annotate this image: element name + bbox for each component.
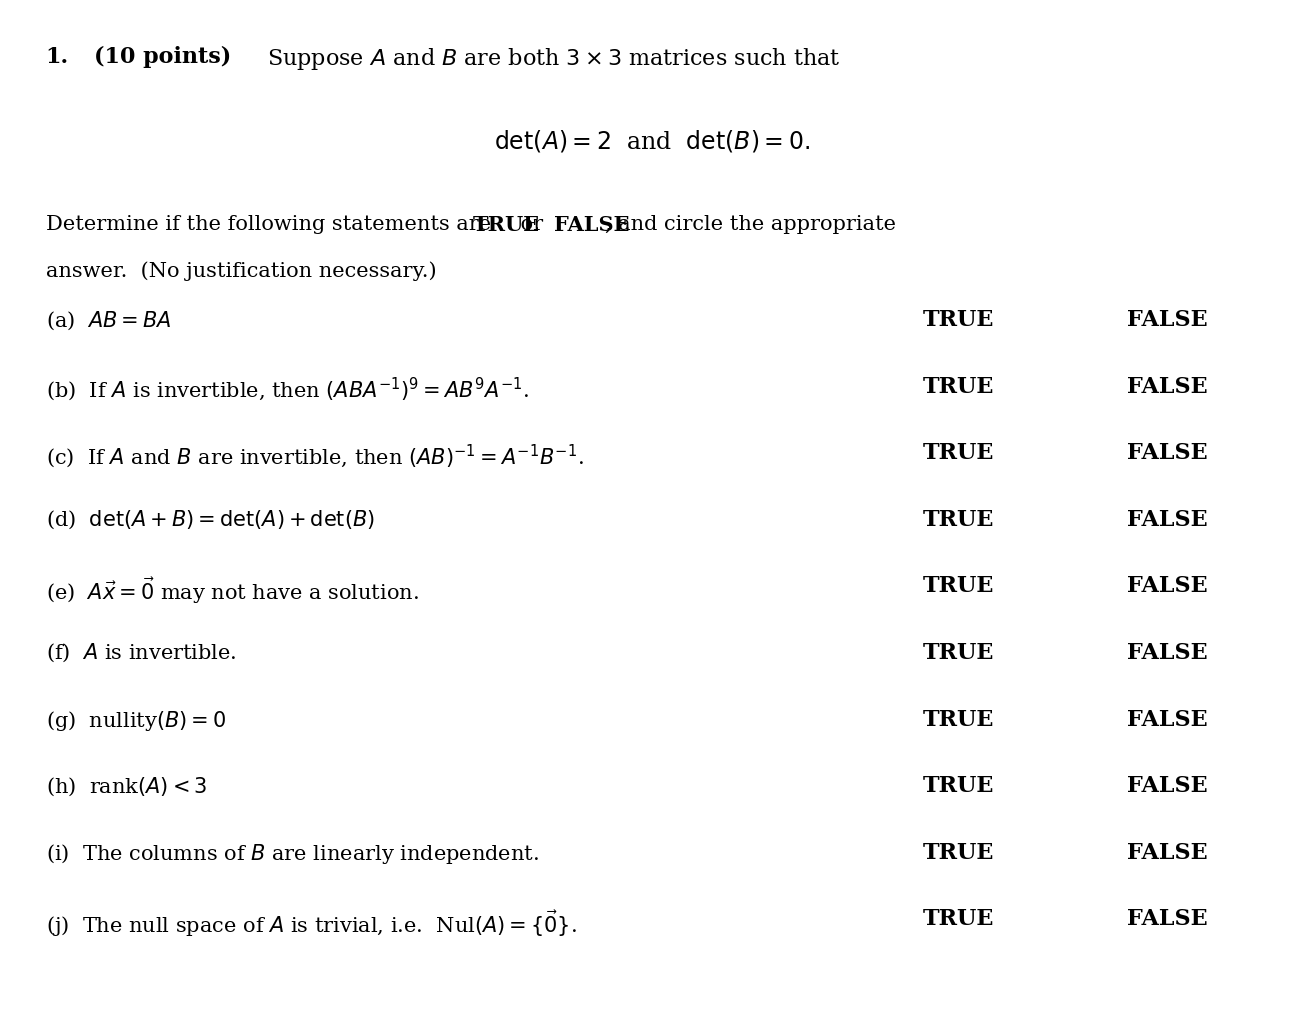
Text: (g)  nullity$(B)=0$: (g) nullity$(B)=0$ (46, 709, 226, 732)
Text: FALSE: FALSE (1127, 642, 1208, 664)
Text: (b)  If $A$ is invertible, then $(ABA^{-1})^9 = AB^9A^{-1}$.: (b) If $A$ is invertible, then $(ABA^{-1… (46, 376, 528, 403)
Text: (10 points): (10 points) (94, 46, 231, 69)
Text: TRUE: TRUE (923, 309, 994, 331)
Text: Determine if the following statements are: Determine if the following statements ar… (46, 215, 497, 234)
Text: FALSE: FALSE (554, 215, 630, 236)
Text: TRUE: TRUE (923, 842, 994, 863)
Text: 1.: 1. (46, 46, 69, 68)
Text: (i)  The columns of $B$ are linearly independent.: (i) The columns of $B$ are linearly inde… (46, 842, 539, 865)
Text: Suppose $A$ and $B$ are both $3 \times 3$ matrices such that: Suppose $A$ and $B$ are both $3 \times 3… (267, 46, 841, 72)
Text: (f)  $A$ is invertible.: (f) $A$ is invertible. (46, 642, 236, 665)
Text: FALSE: FALSE (1127, 775, 1208, 797)
Text: answer.  (No justification necessary.): answer. (No justification necessary.) (46, 261, 437, 281)
Text: TRUE: TRUE (923, 442, 994, 464)
Text: TRUE: TRUE (923, 908, 994, 930)
Text: , and circle the appropriate: , and circle the appropriate (605, 215, 896, 234)
Text: TRUE: TRUE (473, 215, 540, 236)
Text: FALSE: FALSE (1127, 842, 1208, 863)
Text: (d)  $\det(A+B) = \det(A) + \det(B)$: (d) $\det(A+B) = \det(A) + \det(B)$ (46, 509, 374, 531)
Text: TRUE: TRUE (923, 575, 994, 597)
Text: TRUE: TRUE (923, 642, 994, 664)
Text: TRUE: TRUE (923, 376, 994, 397)
Text: FALSE: FALSE (1127, 575, 1208, 597)
Text: FALSE: FALSE (1127, 509, 1208, 530)
Text: (e)  $A\vec{x} = \vec{0}$ may not have a solution.: (e) $A\vec{x} = \vec{0}$ may not have a … (46, 575, 419, 606)
Text: TRUE: TRUE (923, 709, 994, 730)
Text: (h)  rank$(A) < 3$: (h) rank$(A) < 3$ (46, 775, 207, 798)
Text: (a)  $AB = BA$: (a) $AB = BA$ (46, 309, 171, 332)
Text: (c)  If $A$ and $B$ are invertible, then $(AB)^{-1} = A^{-1}B^{-1}$.: (c) If $A$ and $B$ are invertible, then … (46, 442, 583, 470)
Text: FALSE: FALSE (1127, 376, 1208, 397)
Text: TRUE: TRUE (923, 775, 994, 797)
Text: FALSE: FALSE (1127, 442, 1208, 464)
Text: TRUE: TRUE (923, 509, 994, 530)
Text: (j)  The null space of $A$ is trivial, i.e.  Nul$(A) = \{\vec{0}\}$.: (j) The null space of $A$ is trivial, i.… (46, 908, 576, 939)
Text: FALSE: FALSE (1127, 709, 1208, 730)
Text: FALSE: FALSE (1127, 309, 1208, 331)
Text: FALSE: FALSE (1127, 908, 1208, 930)
Text: or: or (514, 215, 549, 234)
Text: $\det(A) = 2$  and  $\det(B) = 0.$: $\det(A) = 2$ and $\det(B) = 0.$ (494, 128, 810, 154)
